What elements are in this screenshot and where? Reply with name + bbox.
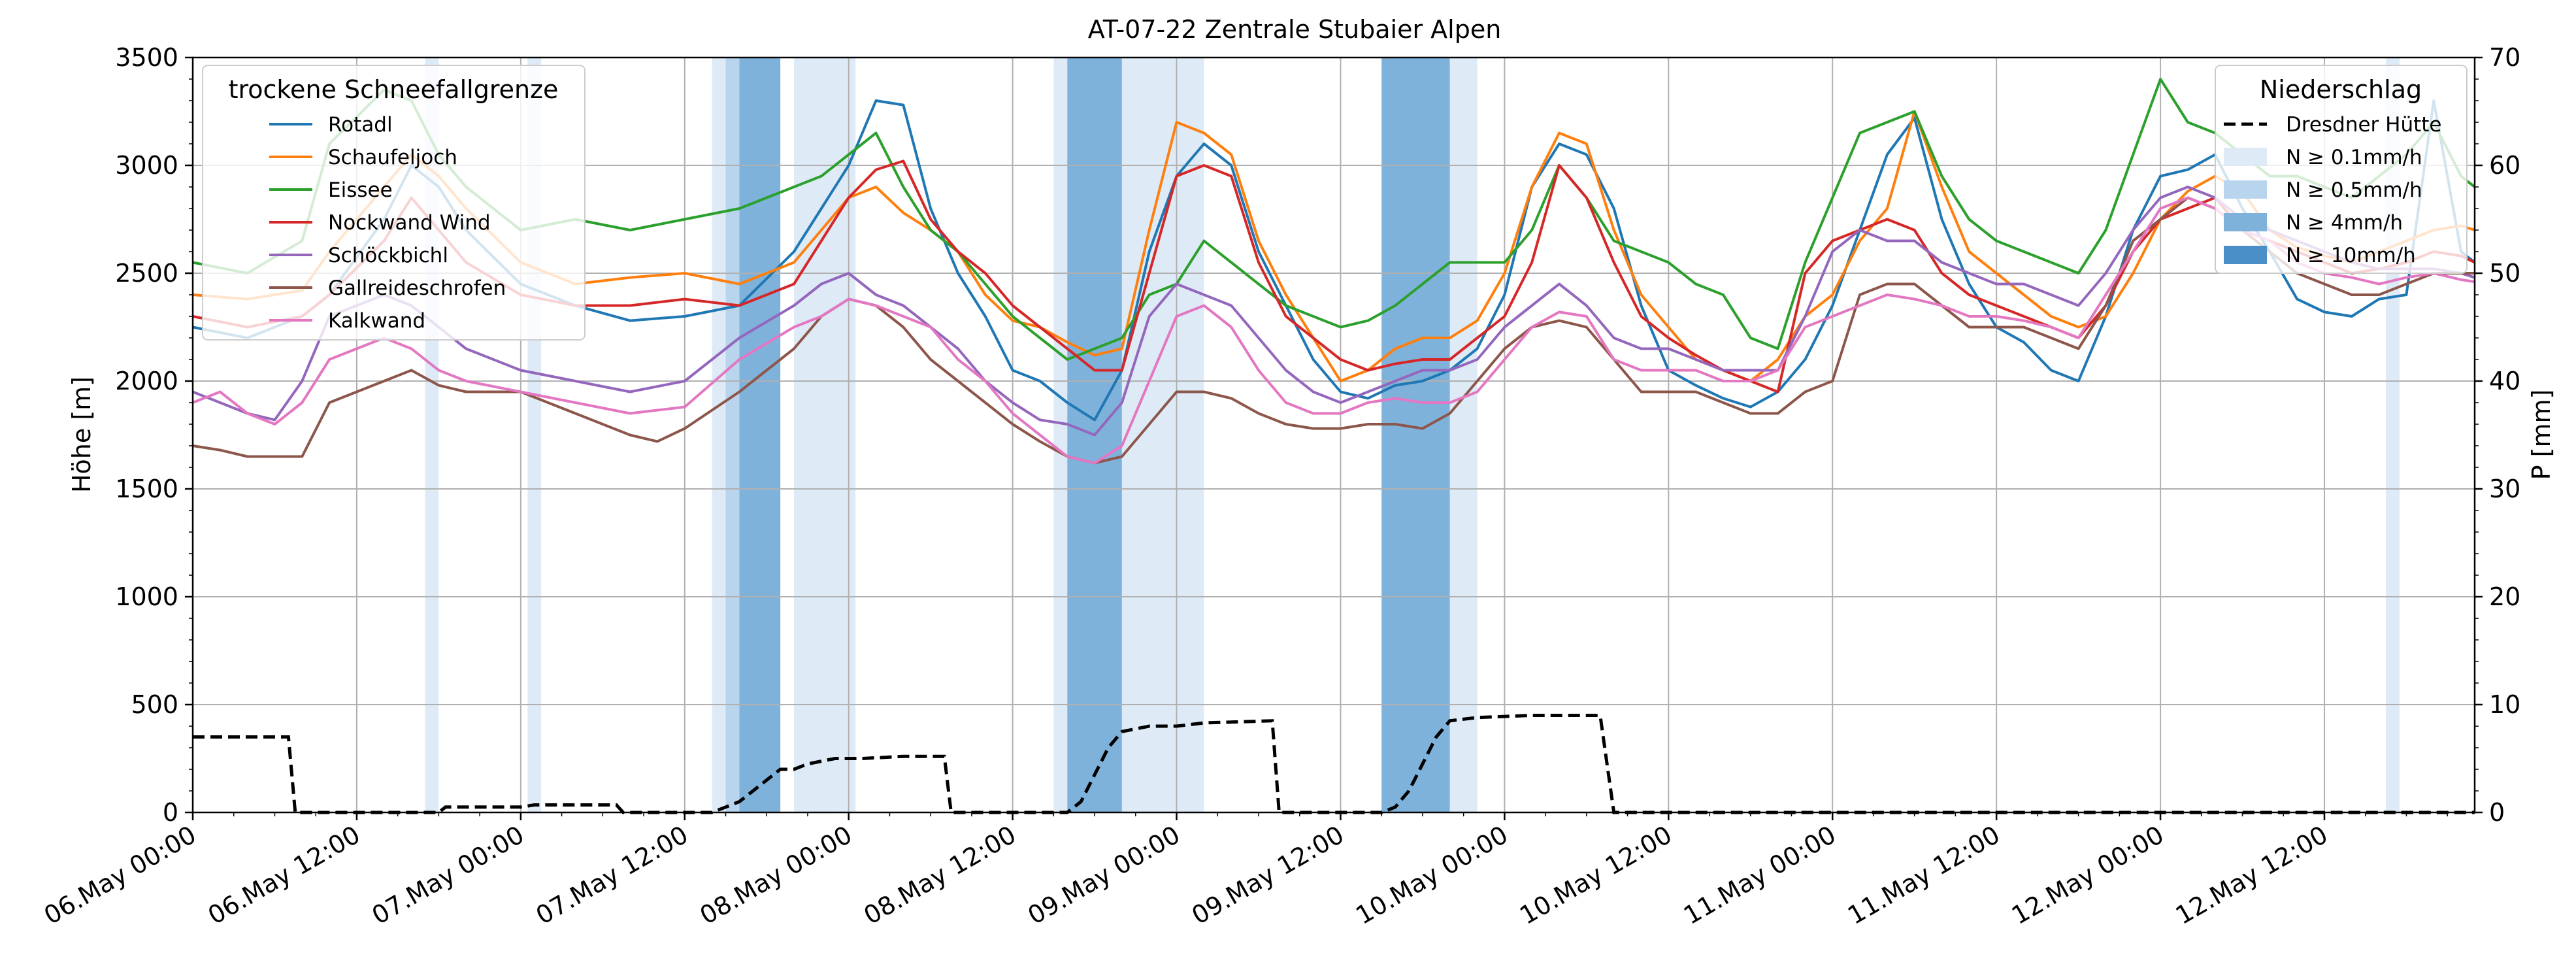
precip-band-7 xyxy=(1053,58,1068,812)
legend-stations: trockene Schneefallgrenze Rotadl Schaufel… xyxy=(202,65,586,341)
x-tick-label-6: 09.May 00:00 xyxy=(1023,820,1185,930)
legend-station-label-7: Kalkwand xyxy=(328,309,425,333)
series-line-1 xyxy=(192,99,2476,422)
precip-band-11 xyxy=(1381,58,1450,812)
y-tick-label-left-7: 3500 xyxy=(115,43,178,72)
legend-precipitation-box xyxy=(2215,65,2468,274)
legend-precip-label-3: N ≥ 4mm/h xyxy=(2286,211,2403,235)
precip-band-10 xyxy=(1163,58,1204,812)
chart-title: AT-07-22 Zentrale Stubaier Alpen xyxy=(1088,15,1502,44)
x-tick-label-1: 06.May 12:00 xyxy=(203,820,365,930)
y-axis-title-right: P [mm] xyxy=(2527,390,2556,480)
x-tick-label-7: 09.May 12:00 xyxy=(1187,820,1349,930)
y-tick-label-right-7: 70 xyxy=(2489,43,2520,72)
series-line-3 xyxy=(192,78,2476,361)
series-line-4 xyxy=(192,159,2475,393)
legend-stations-title: trockene Schneefallgrenze xyxy=(229,75,559,104)
legend-precip-label-4: N ≥ 10mm/h xyxy=(2286,244,2416,267)
y-tick-label-left-2: 1000 xyxy=(115,582,178,611)
x-tick-label-12: 12.May 00:00 xyxy=(2007,820,2169,930)
legend-precip-swatch-1 xyxy=(2224,148,2267,166)
left-axis: 0 500 1000 1500 2000 2500 3000 3500 xyxy=(115,43,193,827)
series-line-2 xyxy=(192,110,2475,382)
legend-station-label-2: Schaufeljoch xyxy=(328,146,457,169)
precipitation-bands xyxy=(425,58,2400,812)
y-tick-label-left-5: 2500 xyxy=(115,259,178,288)
x-tick-label-13: 12.May 12:00 xyxy=(2171,820,2333,930)
legend-precip-swatch-3 xyxy=(2224,213,2267,231)
y-tick-label-right-2: 20 xyxy=(2489,582,2520,611)
right-axis: 0 10 20 30 40 50 60 70 xyxy=(2475,43,2520,827)
precip-band-9 xyxy=(1121,58,1163,812)
legend-station-label-3: Eissee xyxy=(328,178,393,202)
precip-band-12 xyxy=(1449,58,1478,812)
precipitation-line-layer xyxy=(193,714,2475,814)
precip-band-2 xyxy=(712,58,726,812)
legend-precip-swatch-4 xyxy=(2224,246,2267,264)
legend-precip-label-1: N ≥ 0.1mm/h xyxy=(2286,146,2422,169)
x-tick-label-0: 06.May 00:00 xyxy=(39,820,201,930)
x-tick-label-9: 10.May 12:00 xyxy=(1515,820,1677,930)
y-tick-label-left-4: 2000 xyxy=(115,367,178,395)
series-line-5 xyxy=(192,186,2475,437)
precipitation-line xyxy=(193,714,2475,814)
x-axis: 06.May 00:00 06.May 12:00 07.May 00:00 07.M… xyxy=(39,812,2448,930)
x-tick-label-10: 11.May 00:00 xyxy=(1679,820,1841,930)
y-tick-label-left-0: 0 xyxy=(163,798,178,827)
y-tick-label-right-0: 0 xyxy=(2489,798,2505,827)
x-tick-label-3: 07.May 12:00 xyxy=(531,820,693,930)
y-tick-label-left-6: 3000 xyxy=(115,151,178,180)
y-tick-label-left-1: 500 xyxy=(131,690,178,719)
legend-station-label-5: Schöckbichl xyxy=(328,244,448,267)
x-tick-label-5: 08.May 12:00 xyxy=(859,820,1021,930)
legend-station-label-6: Gallreideschrofen xyxy=(328,276,506,300)
precip-band-3 xyxy=(725,58,740,812)
y-tick-label-right-1: 10 xyxy=(2489,690,2520,719)
legend-station-label-4: Nockwand Wind xyxy=(328,211,491,235)
y-tick-label-right-6: 60 xyxy=(2489,151,2520,180)
series-lines xyxy=(192,78,2476,465)
y-tick-label-right-3: 30 xyxy=(2489,475,2520,503)
legend-station-label-1: Rotadl xyxy=(328,113,393,137)
legend-precip-label-2: N ≥ 0.5mm/h xyxy=(2286,178,2422,202)
y-tick-label-right-5: 50 xyxy=(2489,259,2520,288)
series-line-7 xyxy=(192,196,2475,465)
precip-band-4 xyxy=(739,58,781,812)
y-tick-label-right-4: 40 xyxy=(2489,367,2520,395)
plot-frame xyxy=(191,56,2476,814)
legend-stations-items: Rotadl Schaufeljoch Eissee Nockwand Wind Sch… xyxy=(269,113,506,333)
y-tick-label-left-3: 1500 xyxy=(115,475,178,503)
x-tick-label-2: 07.May 00:00 xyxy=(367,820,529,930)
x-tick-label-4: 08.May 00:00 xyxy=(695,820,857,930)
x-tick-label-8: 10.May 00:00 xyxy=(1351,820,1513,930)
legend-precipitation-title: Niederschlag xyxy=(2260,75,2422,104)
legend-precipitation-items: Dresdner Hütte N ≥ 0.1mm/h N ≥ 0.5mm/h N ≥ … xyxy=(2224,113,2442,267)
legend-precipitation: Niederschlag Dresdner Hütte N ≥ 0.1mm/h N … xyxy=(2215,65,2468,274)
legend-precip-swatch-2 xyxy=(2224,180,2267,199)
legend-stations-box xyxy=(202,65,586,341)
series-line-6 xyxy=(192,196,2475,465)
y-axis-title-left: Höhe [m] xyxy=(67,376,96,493)
x-tick-label-11: 11.May 12:00 xyxy=(1843,820,2005,930)
legend-precip-label-0: Dresdner Hütte xyxy=(2286,113,2442,137)
